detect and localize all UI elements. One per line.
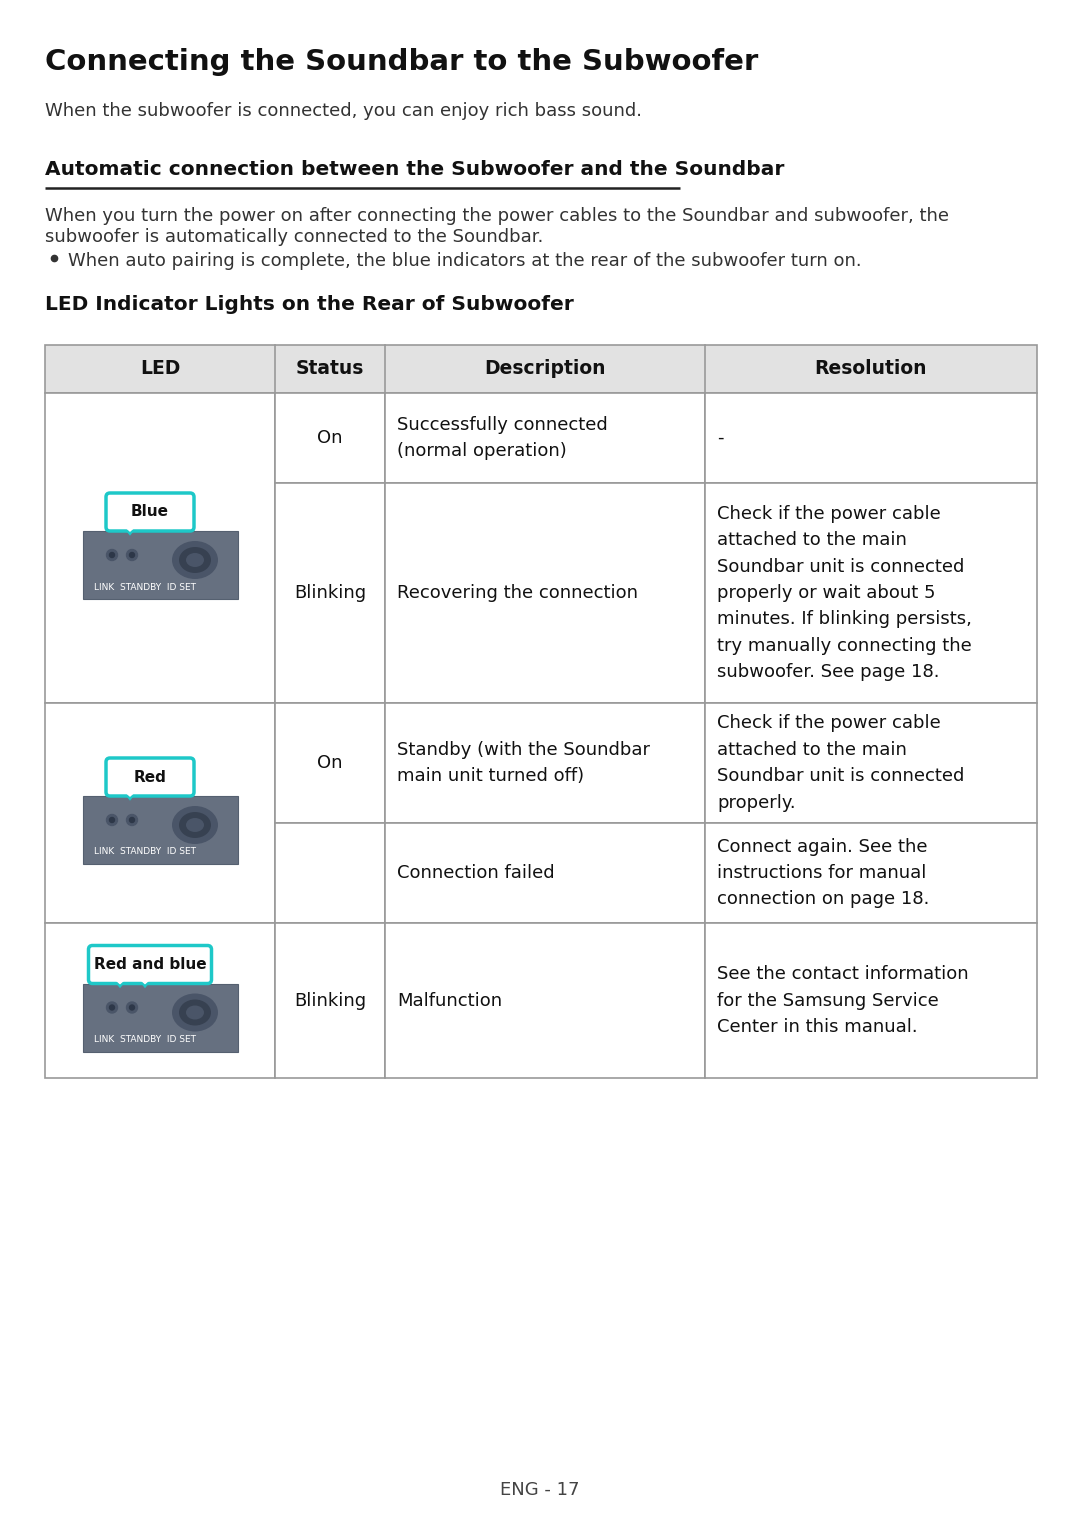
Text: Blinking: Blinking xyxy=(294,991,366,1010)
Circle shape xyxy=(130,818,135,823)
Bar xyxy=(275,922,384,1079)
Polygon shape xyxy=(114,979,125,985)
Bar xyxy=(705,394,1037,483)
Circle shape xyxy=(126,815,137,826)
Text: When the subwoofer is connected, you can enjoy rich bass sound.: When the subwoofer is connected, you can… xyxy=(45,103,642,119)
Polygon shape xyxy=(126,792,134,797)
Circle shape xyxy=(126,550,137,561)
Ellipse shape xyxy=(186,1005,204,1019)
Text: Check if the power cable
attached to the main
Soundbar unit is connected
properl: Check if the power cable attached to the… xyxy=(717,714,964,812)
Text: When auto pairing is complete, the blue indicators at the rear of the subwoofer : When auto pairing is complete, the blue … xyxy=(68,251,862,270)
Text: Status: Status xyxy=(296,360,364,378)
Text: LED Indicator Lights on the Rear of Subwoofer: LED Indicator Lights on the Rear of Subw… xyxy=(45,296,573,314)
Circle shape xyxy=(130,553,135,558)
Ellipse shape xyxy=(179,999,211,1025)
Bar xyxy=(275,703,384,823)
Text: Malfunction: Malfunction xyxy=(397,991,502,1010)
Text: Recovering the connection: Recovering the connection xyxy=(397,584,638,602)
Bar xyxy=(45,703,275,922)
Circle shape xyxy=(126,1002,137,1013)
Bar xyxy=(705,823,1037,922)
Ellipse shape xyxy=(172,541,218,579)
Bar xyxy=(384,394,705,483)
Bar xyxy=(82,532,238,599)
Circle shape xyxy=(109,553,114,558)
Polygon shape xyxy=(125,527,135,533)
Bar xyxy=(275,823,384,922)
Circle shape xyxy=(109,1005,114,1010)
Text: Connecting the Soundbar to the Subwoofer: Connecting the Soundbar to the Subwoofer xyxy=(45,47,758,77)
FancyBboxPatch shape xyxy=(106,758,194,797)
Ellipse shape xyxy=(179,547,211,573)
Bar xyxy=(275,394,384,483)
Ellipse shape xyxy=(186,818,204,832)
Text: See the contact information
for the Samsung Service
Center in this manual.: See the contact information for the Sams… xyxy=(717,965,969,1036)
Polygon shape xyxy=(140,979,150,985)
Polygon shape xyxy=(116,980,124,984)
Text: Blinking: Blinking xyxy=(294,584,366,602)
Bar xyxy=(82,984,238,1051)
Ellipse shape xyxy=(186,553,204,567)
Ellipse shape xyxy=(179,812,211,838)
Text: Successfully connected
(normal operation): Successfully connected (normal operation… xyxy=(397,415,608,460)
Text: Connect again. See the
instructions for manual
connection on page 18.: Connect again. See the instructions for … xyxy=(717,838,930,908)
Text: Red and blue: Red and blue xyxy=(94,958,206,971)
Polygon shape xyxy=(126,527,134,532)
Text: Automatic connection between the Subwoofer and the Soundbar: Automatic connection between the Subwoof… xyxy=(45,159,784,179)
Text: Blue: Blue xyxy=(131,504,168,519)
Bar xyxy=(82,797,238,864)
Ellipse shape xyxy=(172,993,218,1031)
Circle shape xyxy=(107,1002,118,1013)
Text: On: On xyxy=(318,754,342,772)
Bar xyxy=(705,922,1037,1079)
Bar xyxy=(45,394,275,703)
Bar xyxy=(384,483,705,703)
Circle shape xyxy=(109,818,114,823)
Text: On: On xyxy=(318,429,342,447)
Bar xyxy=(45,345,1037,394)
Text: Connection failed: Connection failed xyxy=(397,864,555,882)
Polygon shape xyxy=(125,792,135,798)
Text: Check if the power cable
attached to the main
Soundbar unit is connected
properl: Check if the power cable attached to the… xyxy=(717,506,972,682)
Text: Description: Description xyxy=(484,360,606,378)
Bar xyxy=(275,483,384,703)
Ellipse shape xyxy=(172,806,218,844)
Text: Red: Red xyxy=(134,769,166,784)
Text: When you turn the power on after connecting the power cables to the Soundbar and: When you turn the power on after connect… xyxy=(45,207,949,225)
Text: -: - xyxy=(717,429,724,447)
Bar xyxy=(705,703,1037,823)
Text: LED: LED xyxy=(139,360,180,378)
Bar xyxy=(45,922,275,1079)
Circle shape xyxy=(107,550,118,561)
Bar xyxy=(384,703,705,823)
Text: Resolution: Resolution xyxy=(814,360,928,378)
Bar xyxy=(384,922,705,1079)
FancyBboxPatch shape xyxy=(89,945,212,984)
Text: Standby (with the Soundbar
main unit turned off): Standby (with the Soundbar main unit tur… xyxy=(397,741,650,786)
Circle shape xyxy=(130,1005,135,1010)
Text: ENG - 17: ENG - 17 xyxy=(500,1481,580,1498)
Bar xyxy=(384,823,705,922)
Circle shape xyxy=(107,815,118,826)
FancyBboxPatch shape xyxy=(106,493,194,532)
Polygon shape xyxy=(141,980,149,984)
Text: LINK  STANDBY  ID SET: LINK STANDBY ID SET xyxy=(94,1036,195,1043)
Text: LINK  STANDBY  ID SET: LINK STANDBY ID SET xyxy=(94,847,195,856)
Text: LINK  STANDBY  ID SET: LINK STANDBY ID SET xyxy=(94,582,195,591)
Bar xyxy=(705,483,1037,703)
Text: subwoofer is automatically connected to the Soundbar.: subwoofer is automatically connected to … xyxy=(45,228,543,247)
